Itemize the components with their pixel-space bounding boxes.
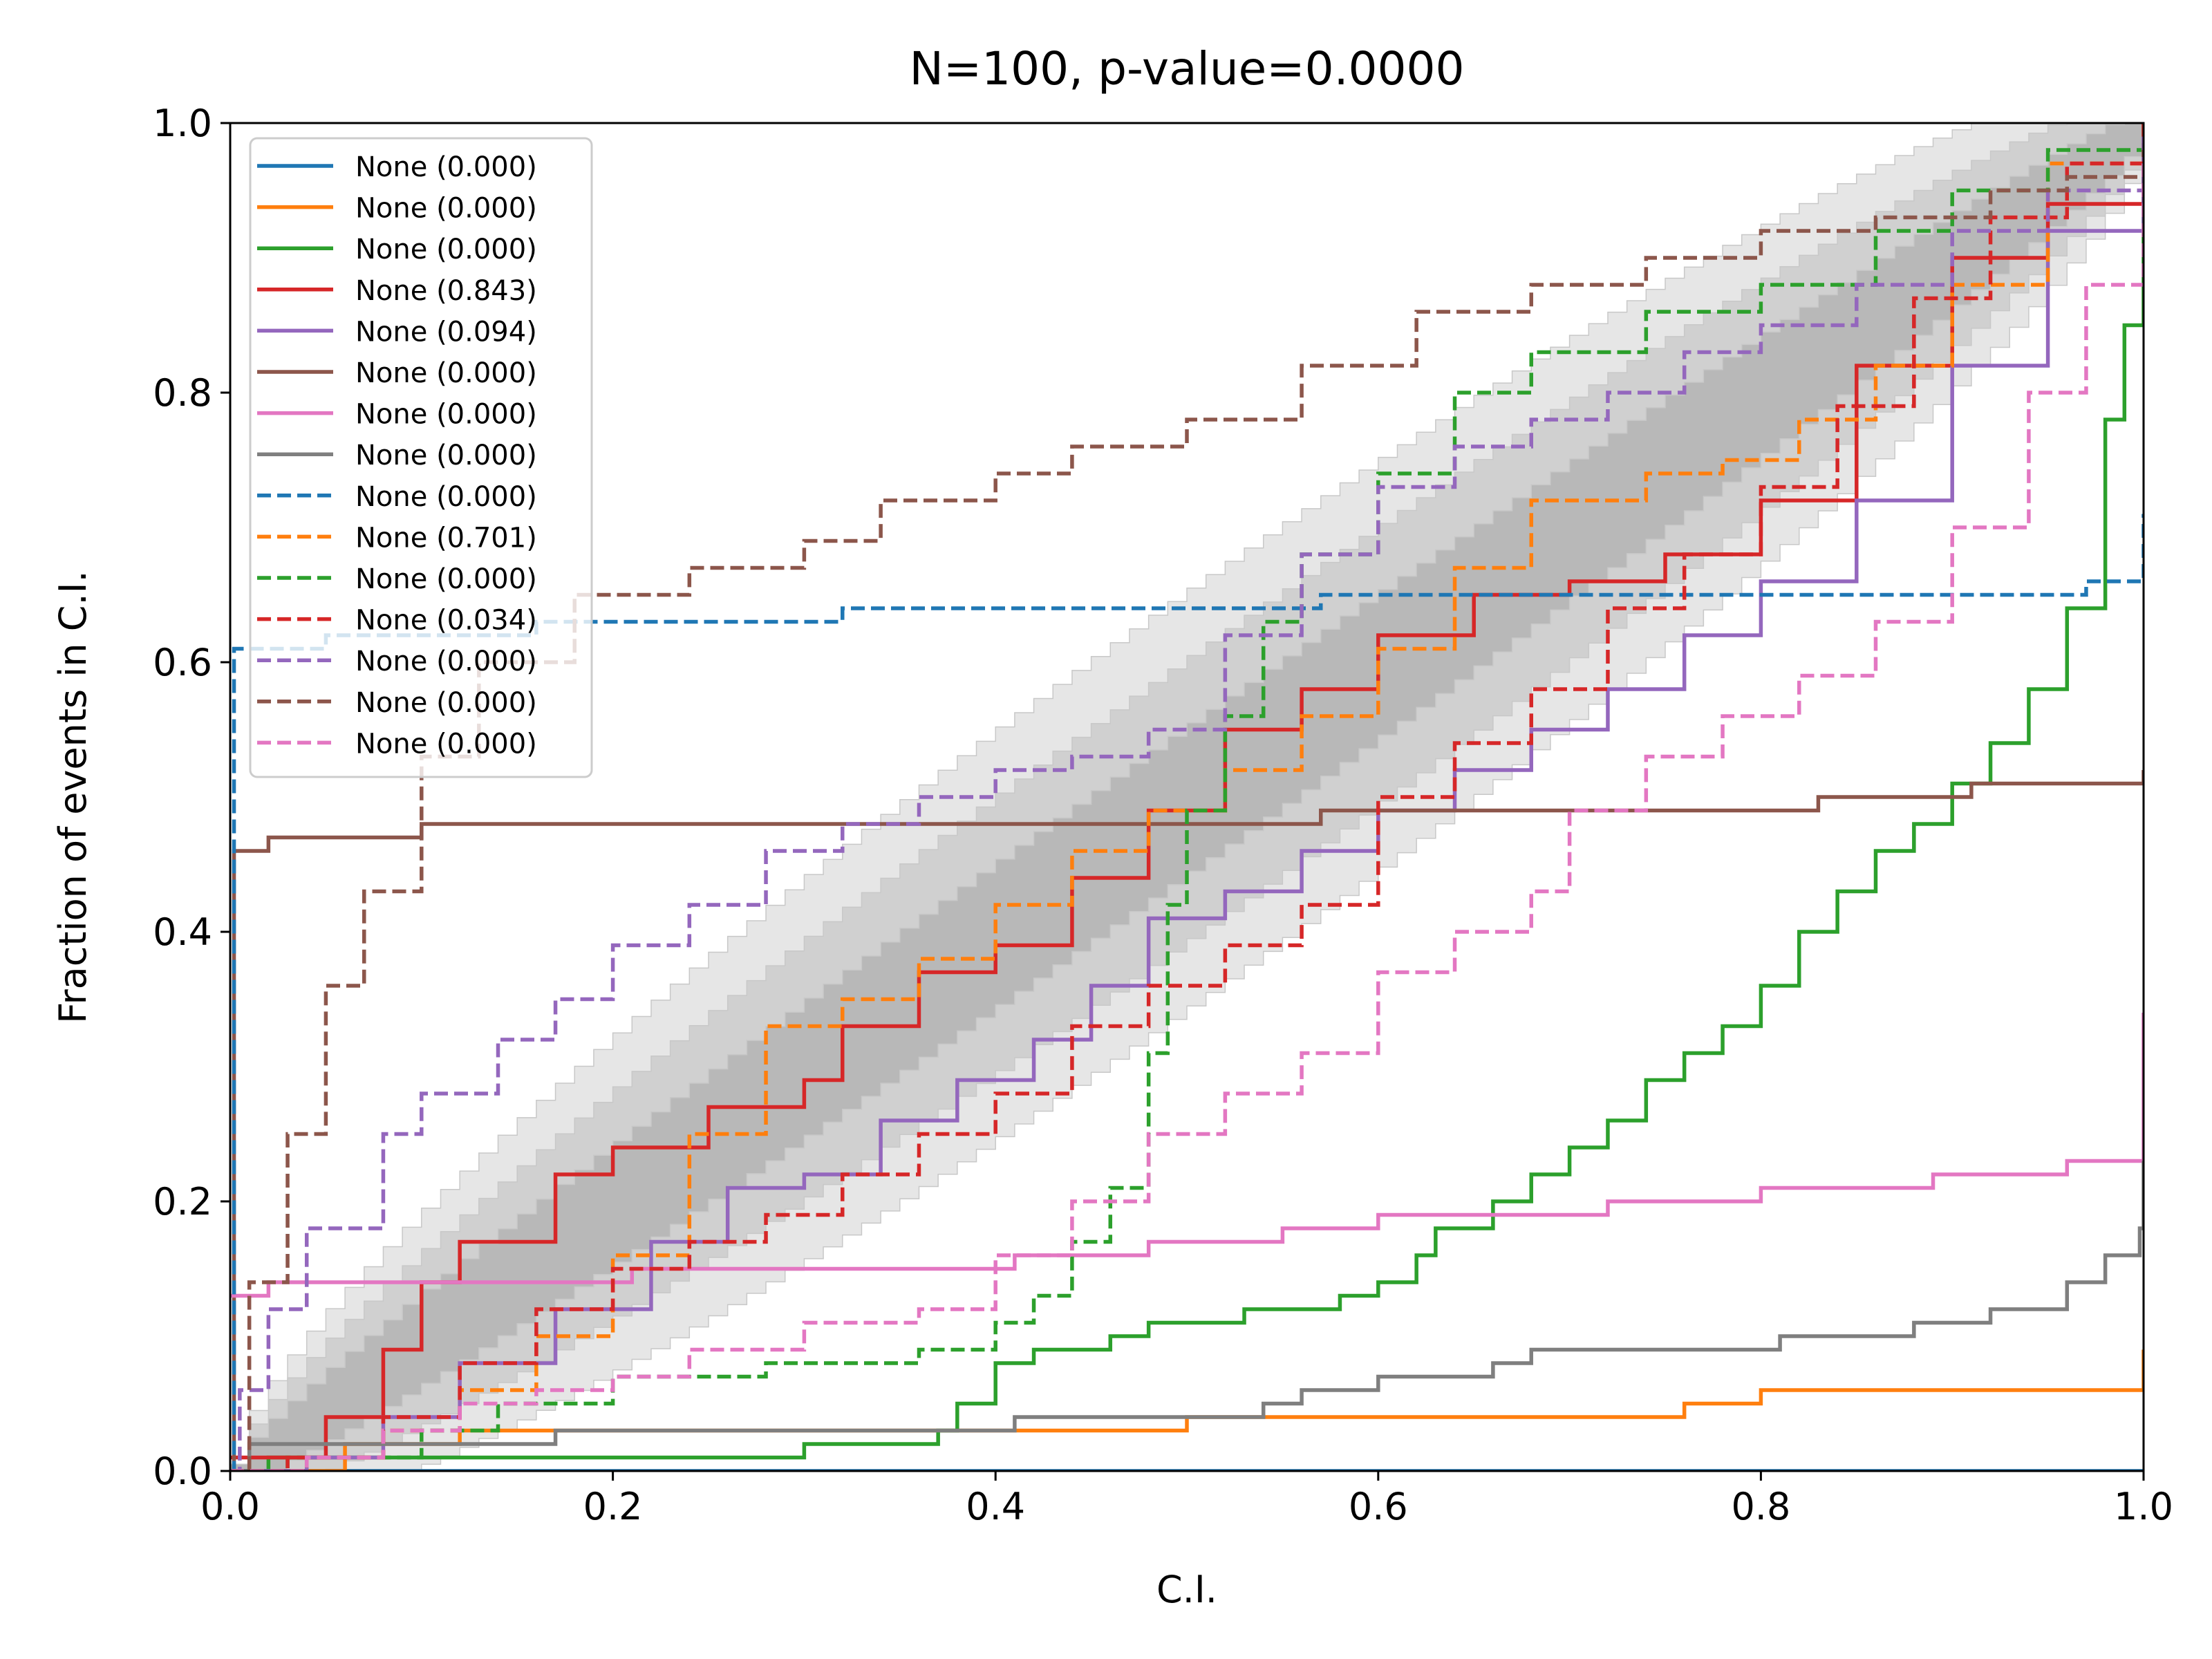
series-line-6 (230, 770, 2144, 1471)
x-axis-ticks: 0.0 0.2 0.4 0.6 0.8 1.0 (200, 1471, 2173, 1528)
x-tick-label: 0.0 (200, 1485, 260, 1528)
series-line-7 (230, 1013, 2144, 1298)
x-tick-label: 1.0 (2114, 1485, 2173, 1528)
chart-title: N=100, p-value=0.0000 (909, 42, 1464, 95)
x-tick-label: 0.6 (1349, 1485, 1408, 1528)
y-tick-label: 0.8 (153, 371, 212, 415)
y-tick-label: 0.0 (153, 1450, 212, 1493)
x-axis-label: C.I. (1156, 1568, 1217, 1611)
series-line-8 (230, 1161, 2144, 1471)
legend-label: None (0.000) (355, 687, 537, 719)
legend-label: None (0.843) (355, 275, 537, 307)
series-line-9 (230, 514, 2144, 1471)
legend-label: None (0.000) (355, 234, 537, 265)
legend-label: None (0.000) (355, 440, 537, 471)
y-tick-label: 0.4 (153, 910, 212, 954)
y-tick-label: 0.2 (153, 1180, 212, 1224)
legend-label: None (0.000) (355, 728, 537, 760)
y-tick-label: 1.0 (153, 102, 212, 145)
plot-area (229, 122, 2145, 1472)
y-axis-label: Fraction of events in C.I. (51, 570, 95, 1023)
series-line-12 (230, 123, 2144, 1471)
legend: None (0.000) None (0.000) None (0.000) None… (249, 137, 593, 778)
legend-items: None (0.000) None (0.000) None (0.000) None… (257, 151, 537, 760)
legend-label: None (0.000) (355, 646, 537, 677)
axes-frame (229, 122, 2145, 1472)
x-tick-label: 0.4 (966, 1485, 1025, 1528)
legend-label: None (0.000) (355, 357, 537, 389)
y-tick-label: 0.6 (153, 641, 212, 684)
x-tick-label: 0.2 (583, 1485, 643, 1528)
legend-label: None (0.000) (355, 563, 537, 595)
y-axis-ticks: 0.0 0.2 0.4 0.6 0.8 1.0 (153, 102, 230, 1493)
legend-label: None (0.701) (355, 522, 537, 554)
legend-label: None (0.000) (355, 151, 537, 183)
legend-box (249, 137, 593, 778)
series-line-13 (230, 136, 2144, 1471)
legend-label: None (0.094) (355, 316, 537, 348)
legend-label: None (0.000) (355, 193, 537, 225)
series-line-15 (230, 163, 2144, 1471)
x-tick-label: 0.8 (1731, 1485, 1790, 1528)
legend-label: None (0.034) (355, 605, 537, 637)
legend-label: None (0.000) (355, 399, 537, 431)
legend-label: None (0.000) (355, 481, 537, 513)
series-lines (230, 123, 2144, 1471)
series-line-14 (230, 150, 2144, 1471)
